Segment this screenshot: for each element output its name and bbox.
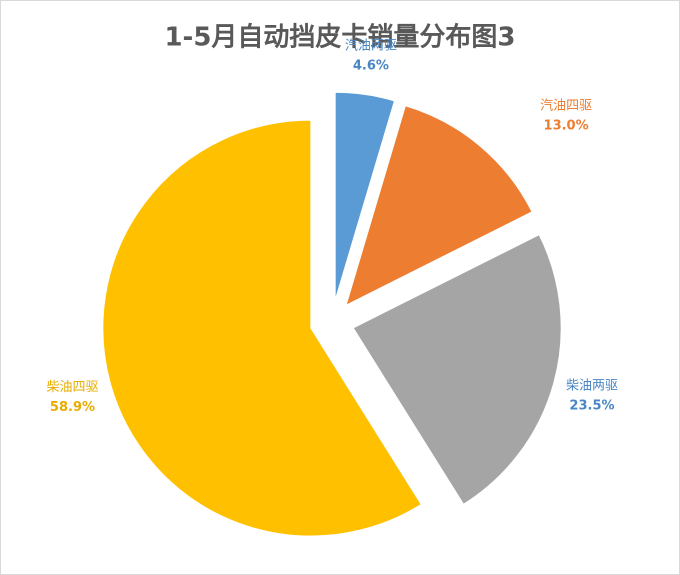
pie-slice bbox=[352, 234, 562, 505]
pie-slice bbox=[102, 119, 422, 537]
slice-label: 汽油两驱 bbox=[345, 38, 397, 53]
slice-label: 柴油四驱 bbox=[46, 380, 98, 395]
value-label: 58.9% bbox=[50, 400, 95, 415]
value-label: 13.0% bbox=[544, 119, 589, 134]
slice-label: 汽油四驱 bbox=[540, 99, 592, 114]
value-label: 4.6% bbox=[353, 58, 389, 73]
pie-slice bbox=[345, 105, 533, 307]
slice-label: 柴油两驱 bbox=[566, 378, 618, 393]
pie-slice bbox=[334, 91, 396, 301]
value-label: 23.5% bbox=[569, 398, 614, 413]
chart-title: 1-5月自动挡皮卡销量分布图3 bbox=[164, 22, 515, 53]
